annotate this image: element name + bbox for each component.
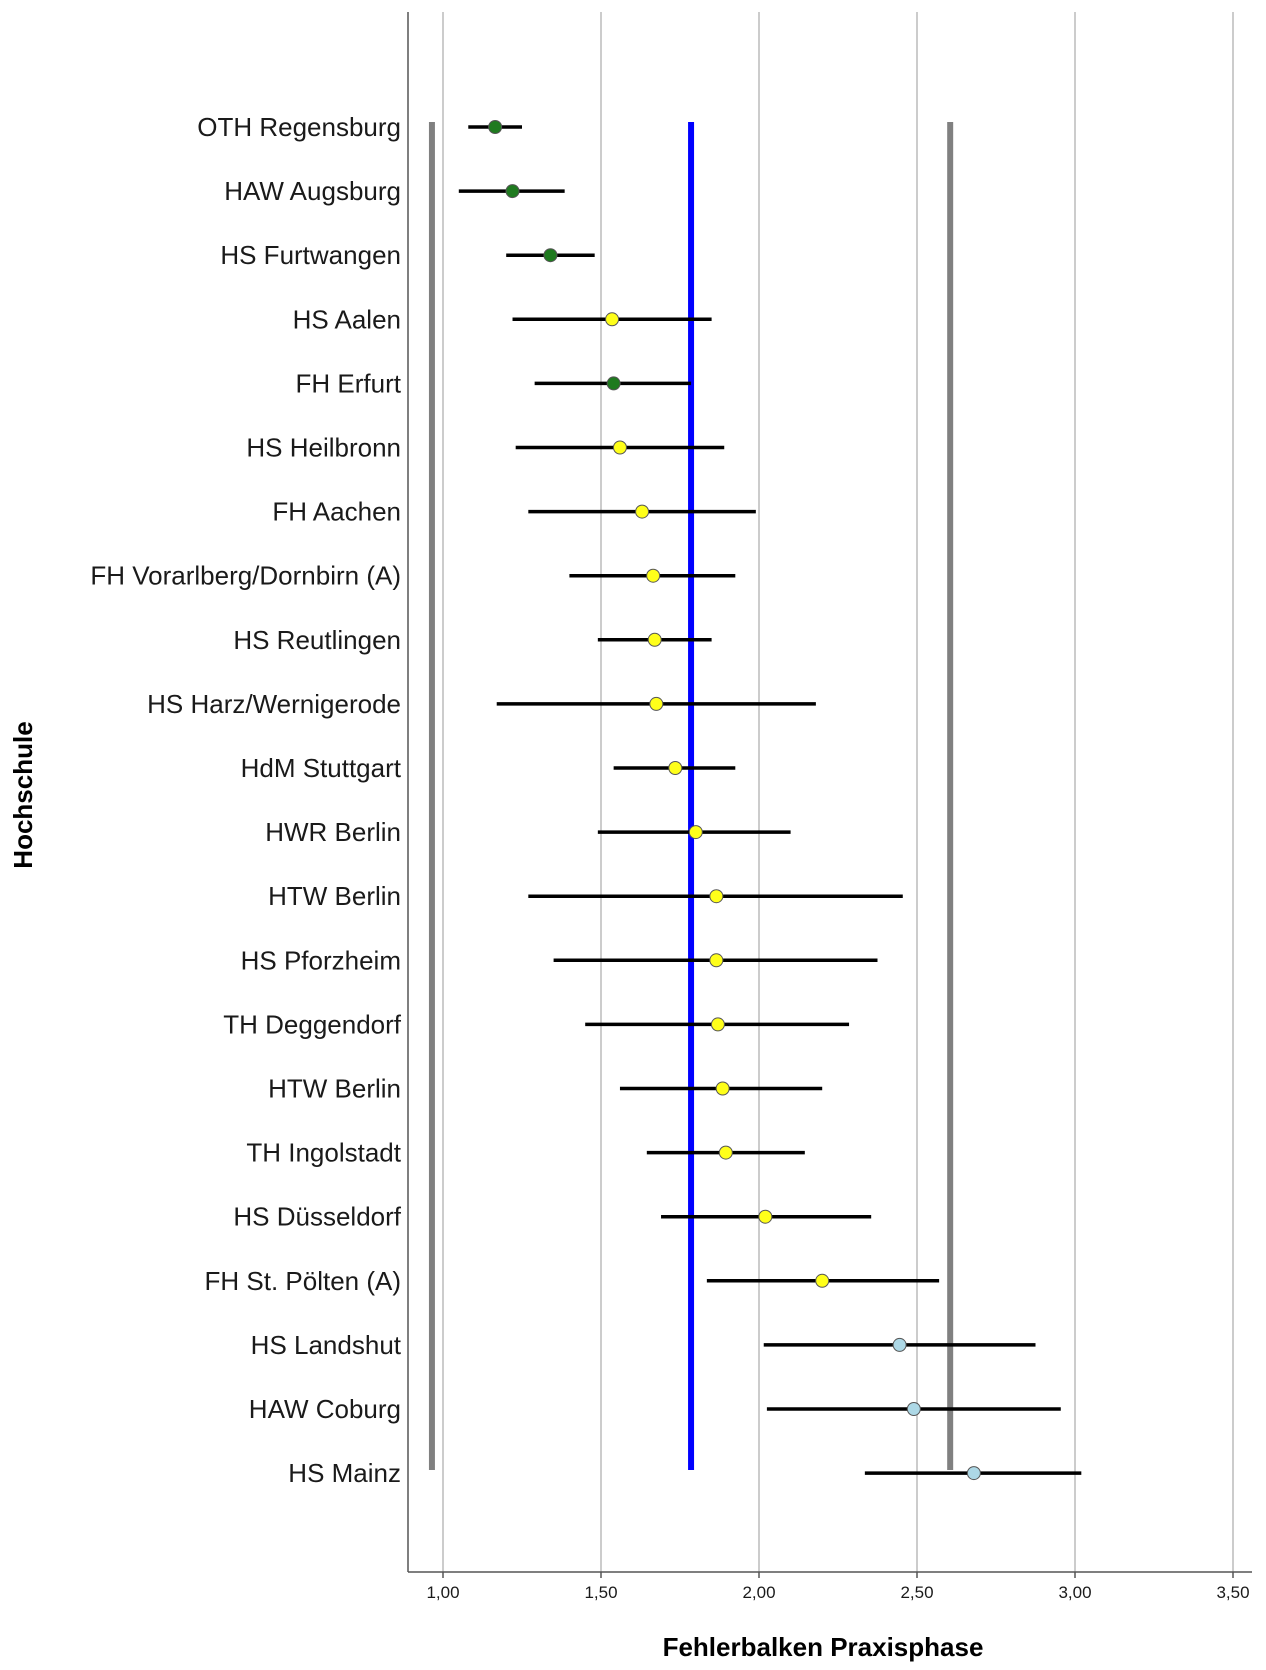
mean-point [668,761,683,775]
x-tick-label: 2,00 [742,1583,775,1602]
category-label: HTW Berlin [268,1074,401,1104]
mean-point [709,889,724,904]
mean-point [892,1337,907,1352]
mean-point [606,376,621,391]
mean-point [710,1017,725,1032]
mean-point [646,568,661,583]
category-label: HS Aalen [293,304,401,334]
category-label: TH Deggendorf [223,1009,402,1039]
x-tick-label: 1,00 [426,1583,459,1602]
mean-point [635,504,650,519]
category-label: FH Vorarlberg/Dornbirn (A) [90,561,401,591]
mean-point [709,953,724,968]
mean-point [605,312,620,327]
x-tick-label: 2,50 [900,1583,933,1602]
mean-point [649,696,664,711]
category-label: HAW Coburg [249,1394,401,1424]
mean-point [906,1402,921,1416]
category-label: HS Heilbronn [246,433,401,463]
x-tick-label: 1,50 [584,1583,617,1602]
mean-point [488,120,503,134]
mean-point [815,1273,830,1288]
mean-point [505,184,520,199]
reference-lines [428,122,954,1470]
category-label: HS Harz/Wernigerode [147,689,401,719]
category-label: HS Reutlingen [233,625,401,655]
category-labels: OTH Regensburg HAW Augsburg HS Furtwangen H… [90,112,401,1488]
x-tick-labels: 1,00 1,50 2,00 2,50 3,00 3,50 [426,1572,1250,1602]
mean-point [647,632,662,647]
category-label: FH Erfurt [296,368,402,398]
mean-point [718,1145,733,1160]
mean-point [758,1209,773,1224]
category-label: HS Pforzheim [241,945,401,975]
category-label: HAW Augsburg [224,176,401,206]
category-label: HdM Stuttgart [241,753,402,783]
category-label: HS Landshut [251,1330,402,1360]
category-label: HWR Berlin [265,817,401,847]
x-tick-label: 3,00 [1058,1583,1091,1602]
category-label: HTW Berlin [268,881,401,911]
category-label: FH Aachen [272,497,401,527]
category-label: HS Furtwangen [220,240,401,270]
y-axis-title: Hochschule [8,721,38,868]
category-label: FH St. Pölten (A) [205,1266,402,1296]
category-label: HS Düsseldorf [233,1202,401,1232]
mean-points [488,120,981,1481]
mean-point [612,440,627,455]
category-label: TH Ingolstadt [246,1138,401,1168]
x-axis-title: Fehlerbalken Praxisphase [663,1632,984,1662]
error-bars [458,125,1082,1475]
mean-point [966,1466,981,1481]
grid-lines [442,12,1234,1572]
x-tick-label: 3,50 [1216,1583,1249,1602]
axes [407,12,1252,1573]
mean-point [543,248,558,263]
category-label: OTH Regensburg [197,112,401,142]
mean-point [688,825,703,840]
category-label: HS Mainz [288,1458,401,1488]
mean-point [715,1081,730,1096]
